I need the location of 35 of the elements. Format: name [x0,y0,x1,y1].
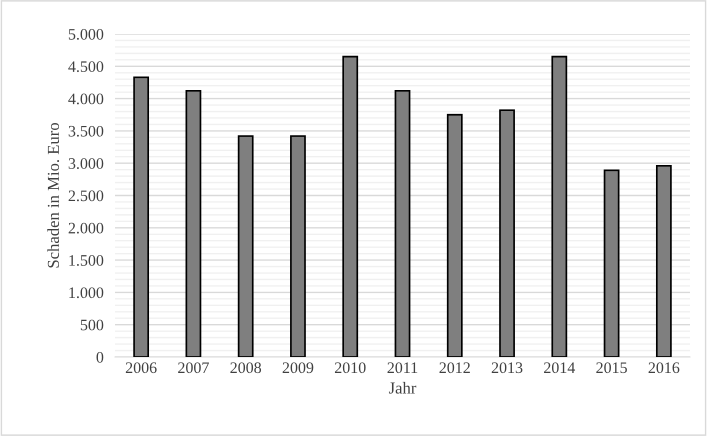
y-tick-label: 1.000 [69,287,104,298]
x-tick-label: 2013 [492,362,522,374]
bar [342,56,358,357]
y-tick-label: 5.000 [68,28,104,40]
bar [446,114,463,357]
y-tick-label: 3.500 [68,126,104,137]
x-tick-label: 2006 [126,362,157,374]
y-tick-label: 2.000 [68,222,104,234]
bar [133,76,150,357]
x-tick-label: 2009 [282,362,314,374]
y-tick-label: 0 [96,352,104,363]
bar [656,164,672,357]
bar [238,135,254,357]
y-axis-title: Schaden in Mio. Euro [47,123,60,268]
bar [290,135,306,357]
y-tick-label: 4.000 [68,94,104,104]
y-tick-label: 4.500 [68,61,104,72]
x-tick-label: 2008 [230,362,262,374]
bar [604,169,620,357]
x-axis-title: Jahr [388,382,416,394]
bar [499,109,515,357]
x-tick-label: 2010 [334,362,366,374]
y-tick-label: 2.500 [68,190,104,202]
x-tick-label: 2015 [596,362,627,374]
x-tick-label: 2016 [648,362,680,374]
x-tick-label: 2012 [440,362,470,374]
y-tick-label: 1.500 [69,255,104,266]
bar [394,90,410,357]
y-tick-label: 500 [80,320,104,330]
bar [551,56,568,357]
x-tick-label: 2011 [388,362,418,374]
x-tick-label: 2007 [178,362,209,374]
bar [186,90,202,357]
y-tick-label: 3.000 [68,158,104,169]
x-tick-label: 2014 [544,362,576,374]
